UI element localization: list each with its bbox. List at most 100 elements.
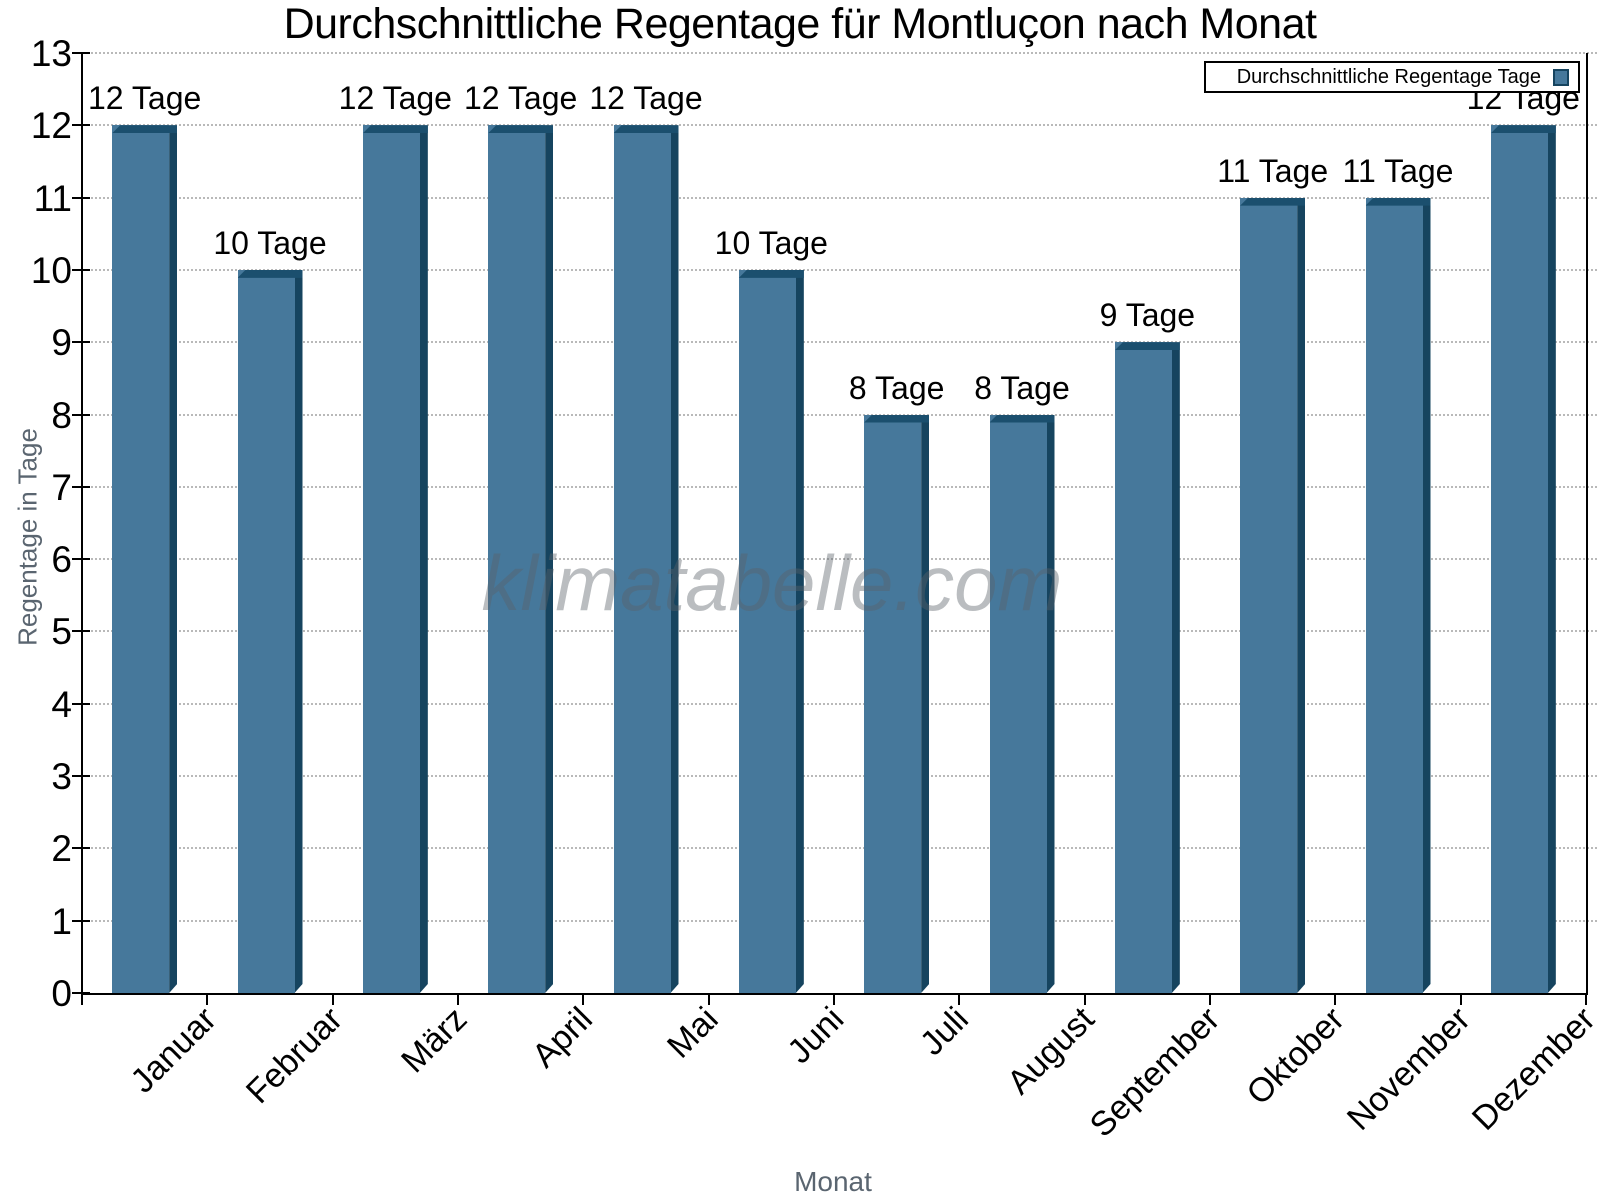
x-tick <box>457 993 459 1005</box>
bar-side-shade <box>921 415 929 993</box>
y-tick-label: 13 <box>30 33 72 74</box>
bar-value-label: 12 Tage <box>88 80 202 117</box>
y-tick-label: 7 <box>51 466 72 508</box>
bar-top-shade <box>237 269 303 278</box>
bar-face <box>738 269 796 993</box>
bar <box>613 125 679 993</box>
x-tick <box>1083 993 1086 1005</box>
bar-top-shade <box>989 414 1055 423</box>
x-tick-label: Dezember <box>1465 1000 1600 1138</box>
bar <box>112 125 178 993</box>
bar-top-shade <box>1114 342 1180 351</box>
bar-side-shade <box>420 125 428 993</box>
bar-face <box>1240 197 1298 993</box>
gridline <box>84 919 1597 922</box>
x-tick-label: März <box>394 1000 475 1081</box>
y-tick-label: 8 <box>51 394 72 436</box>
y-tick-label: 0 <box>51 973 72 1014</box>
x-tick-label: Januar <box>123 1000 225 1101</box>
x-tick <box>1334 993 1337 1005</box>
bar-top-shade <box>1490 125 1556 134</box>
bar-value-label: 8 Tage <box>974 369 1070 406</box>
bar <box>362 125 428 993</box>
x-tick <box>206 993 209 1005</box>
bar-face <box>1490 125 1548 993</box>
legend-swatch-icon <box>1553 68 1569 86</box>
gridline <box>84 558 1597 561</box>
bar-face <box>488 125 546 993</box>
bar-face <box>112 125 170 993</box>
bar-top-shade <box>864 414 930 423</box>
bar-top-shade <box>1365 197 1431 206</box>
y-tick-label: 4 <box>51 683 72 725</box>
y-tick-label: 12 <box>30 105 72 147</box>
gridline <box>84 52 1597 54</box>
gridline <box>84 196 1597 199</box>
bar-top-shade <box>738 269 804 278</box>
bar <box>864 414 930 993</box>
y-tick-label: 11 <box>33 177 72 219</box>
bar-face <box>1114 342 1172 993</box>
x-tick-label: September <box>1082 1000 1227 1145</box>
x-tick <box>1585 993 1587 1005</box>
bar-value-label: 12 Tage <box>589 80 703 117</box>
legend-box: Durchschnittliche Regentage Tage <box>1204 61 1580 93</box>
plot-right-border <box>1586 53 1588 995</box>
bar-face <box>362 125 420 993</box>
x-tick-label: August <box>999 1000 1102 1102</box>
bar-side-shade <box>1548 125 1556 993</box>
legend-label: Durchschnittliche Regentage Tage <box>1236 65 1541 88</box>
x-tick-label: Juni <box>779 1000 851 1071</box>
bar-face <box>1365 197 1423 993</box>
bar <box>738 269 804 993</box>
y-tick-label: 3 <box>51 756 72 798</box>
y-tick-label: 5 <box>51 611 72 653</box>
x-tick-label: November <box>1339 1000 1478 1138</box>
x-tick <box>707 993 710 1005</box>
bar <box>1365 197 1431 993</box>
bar-top-shade <box>1240 197 1306 206</box>
bar-side-shade <box>1297 198 1305 993</box>
bar-value-label: 12 Tage <box>338 80 452 117</box>
bar-value-label: 10 Tage <box>213 224 327 261</box>
y-tick-label: 9 <box>51 322 72 364</box>
bar-value-label: 11 Tage <box>1342 152 1454 189</box>
bar-value-label: 12 Tage <box>464 80 578 117</box>
bar-side-shade <box>169 125 177 993</box>
bar <box>488 125 554 993</box>
y-tick-label: 2 <box>51 828 72 870</box>
x-tick <box>958 993 961 1005</box>
bar-side-shade <box>1423 198 1431 993</box>
y-tick-label: 10 <box>30 249 72 291</box>
x-tick <box>833 993 835 1005</box>
bar-face <box>864 414 922 993</box>
y-axis-title: Regentage in Tage <box>12 428 43 646</box>
gridline <box>84 124 1597 127</box>
x-tick-label: Juli <box>913 1000 977 1063</box>
bar <box>237 269 303 993</box>
bar <box>1240 197 1306 993</box>
x-tick-label: Mai <box>659 1000 726 1066</box>
bar-top-shade <box>362 125 428 134</box>
bar-value-label: 9 Tage <box>1099 297 1196 334</box>
x-tick-label: April <box>525 1000 601 1075</box>
bar-value-label: 10 Tage <box>714 224 828 261</box>
bar-top-shade <box>488 125 554 134</box>
x-tick <box>582 993 585 1005</box>
x-tick <box>1459 993 1462 1005</box>
bar <box>1114 342 1180 993</box>
chart-title: Durchschnittliche Regentage für Montluço… <box>283 0 1317 48</box>
x-tick <box>81 993 83 1005</box>
bar-side-shade <box>1047 415 1055 993</box>
bar-value-label: 11 Tage <box>1217 152 1329 189</box>
bar <box>1490 125 1556 993</box>
gridline <box>84 847 1597 850</box>
gridline <box>84 630 1597 633</box>
y-tick-label: 1 <box>51 900 72 942</box>
gridline <box>84 485 1597 488</box>
bar-value-label: 8 Tage <box>848 369 945 406</box>
bar-side-shade <box>796 270 804 993</box>
x-tick <box>331 993 334 1005</box>
y-tick-label: 6 <box>51 539 72 581</box>
gridline <box>84 341 1597 344</box>
